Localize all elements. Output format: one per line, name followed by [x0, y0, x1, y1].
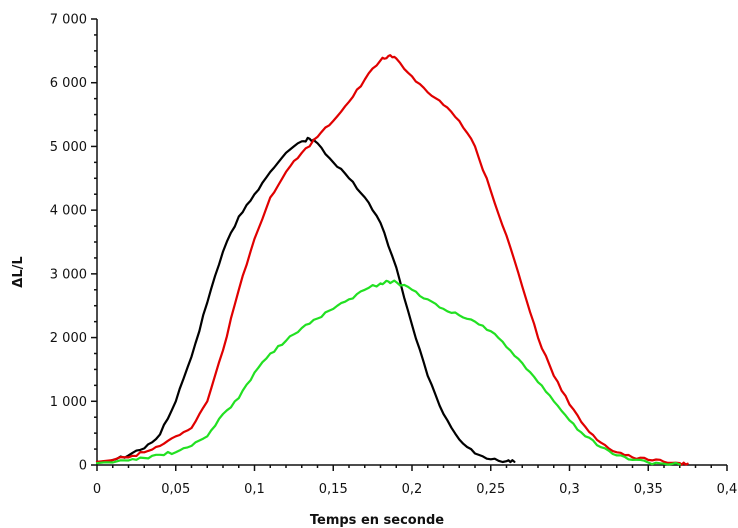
x-tick-label: 0,4 [717, 482, 738, 497]
y-tick-label: 4 000 [50, 204, 87, 219]
x-tick-label: 0,15 [319, 482, 348, 497]
y-tick-label: 2 000 [50, 331, 87, 346]
series-layer [95, 54, 689, 466]
y-tick-label: 7 000 [50, 13, 87, 28]
y-tick-label: 1 000 [50, 395, 87, 410]
series-line-3 [95, 279, 681, 466]
x-tick-label: 0,05 [161, 482, 190, 497]
series-line-1 [95, 136, 516, 464]
y-tick-label: 6 000 [50, 76, 87, 91]
x-tick-label: 0,3 [559, 482, 580, 497]
x-tick-label: 0,25 [476, 482, 505, 497]
y-tick-label: 3 000 [50, 267, 87, 282]
x-tick-label: 0 [93, 482, 101, 497]
x-axis-title: Temps en seconde [310, 513, 444, 528]
x-tick-label: 0,1 [244, 482, 265, 497]
y-tick-label: 5 000 [50, 140, 87, 155]
y-axis-title: ΔL/L [11, 256, 26, 287]
x-axis-ticks: 0 0,05 0,1 0,15 0,2 0,25 0,3 0,35 0,4 [93, 465, 737, 497]
y-tick-label: 0 [79, 459, 87, 474]
axes [96, 19, 727, 466]
y-axis-ticks: 0 1 000 2 000 3 000 4 000 5 000 6 000 7 000 [50, 13, 97, 474]
x-tick-label: 0,2 [402, 482, 423, 497]
series-line-2 [95, 54, 689, 466]
x-tick-label: 0,35 [634, 482, 663, 497]
